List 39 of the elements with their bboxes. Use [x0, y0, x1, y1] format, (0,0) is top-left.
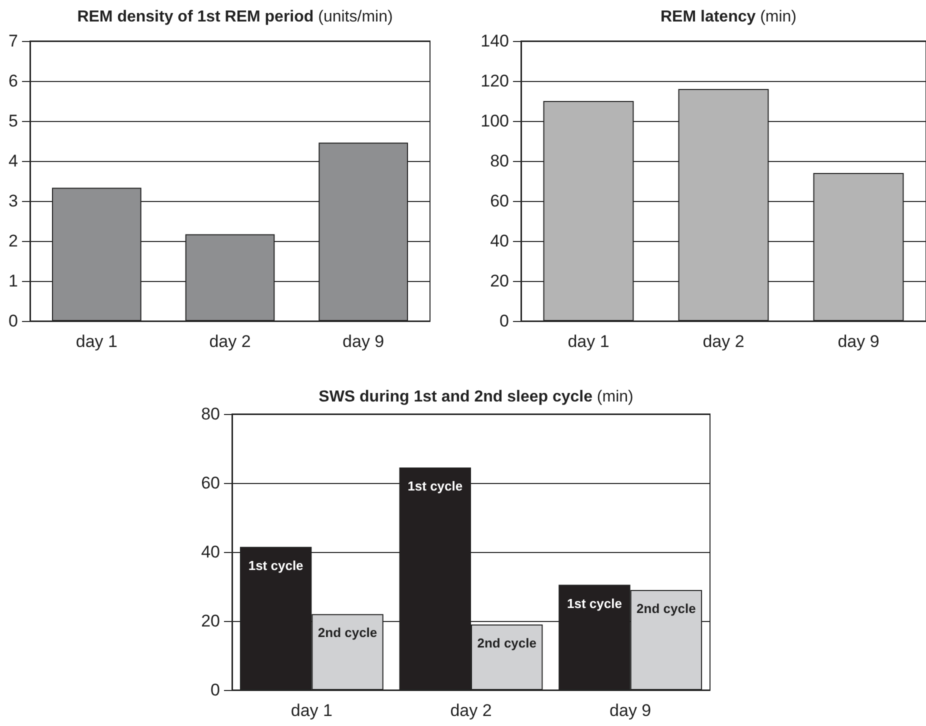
y-tick-label: 80	[490, 152, 509, 170]
chart-title: REM density of 1st REM period (units/min)	[77, 8, 393, 26]
chart-title: SWS during 1st and 2nd sleep cycle (min)	[318, 388, 634, 406]
text: 2nd cycle	[477, 635, 536, 650]
y-tick-label: 60	[201, 474, 220, 492]
y-tick-label: 3	[8, 192, 18, 210]
y-tick-label: 40	[490, 232, 509, 250]
y-tick-label: 20	[490, 272, 509, 290]
x-tick-label: day 9	[610, 701, 652, 720]
text: 2nd cycle	[318, 625, 378, 640]
x-tick-label: day 1	[290, 701, 332, 720]
x-tick-label: day 2	[209, 332, 251, 351]
y-tick-label: 1	[8, 272, 18, 290]
y-tick-label: 0	[500, 312, 509, 330]
y-tick-label: 20	[201, 612, 220, 630]
y-tick-label: 7	[8, 32, 18, 50]
x-tick-label: day 1	[568, 332, 610, 351]
x-tick-label: day 9	[342, 332, 384, 351]
y-tick-label: 40	[201, 542, 220, 562]
y-tick-label: 60	[490, 192, 509, 210]
x-tick-label: day 2	[702, 332, 744, 351]
y-tick-label: 0	[8, 312, 18, 330]
x-tick-label: day 1	[76, 332, 118, 351]
y-tick-label: 120	[480, 72, 509, 90]
y-tick-label: 80	[201, 404, 220, 424]
x-tick-label: day 2	[450, 701, 492, 720]
y-tick-label: 0	[210, 680, 220, 700]
y-tick-label: 100	[480, 112, 509, 130]
chart-title: REM latency (min)	[660, 8, 797, 26]
text: 1st cycle	[567, 596, 622, 611]
x-tick-label: day 9	[838, 332, 880, 351]
y-tick-label: 5	[8, 112, 18, 130]
series-label: 2nd cycle	[636, 600, 696, 616]
series-label: 1st cycle	[248, 558, 304, 573]
y-tick-label: 2	[8, 232, 18, 250]
text: 1st cycle	[408, 478, 463, 494]
y-tick-label: 140	[480, 32, 509, 50]
y-tick-label: 6	[8, 72, 18, 90]
y-tick-label: 4	[8, 152, 18, 170]
